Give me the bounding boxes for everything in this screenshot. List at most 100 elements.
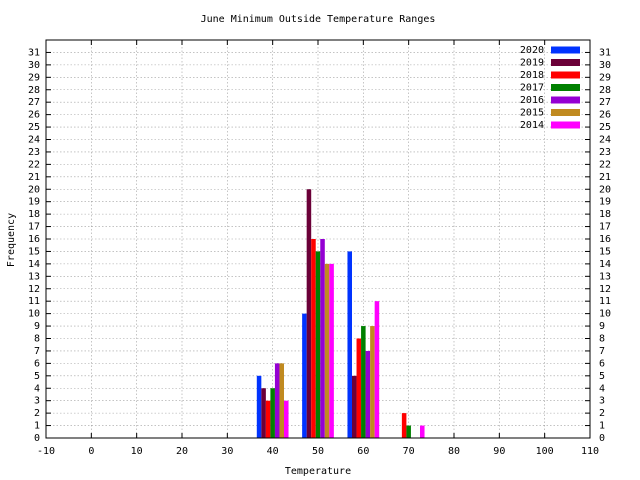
- y-tick-label: 22: [28, 159, 40, 170]
- bar: [265, 400, 271, 438]
- y-tick-label: 17: [28, 222, 40, 233]
- bar: [311, 239, 316, 438]
- y2-tick-label: 4: [599, 383, 605, 394]
- x-tick-label: -10: [37, 446, 55, 457]
- x-tick-label: 80: [448, 446, 460, 457]
- y2-tick-label: 26: [599, 110, 611, 121]
- y2-tick-label: 18: [599, 209, 611, 220]
- y2-tick-label: 8: [599, 334, 605, 345]
- y-tick-label: 23: [28, 147, 40, 158]
- legend-swatch: [551, 96, 580, 104]
- y2-tick-label: 6: [599, 358, 605, 369]
- y2-tick-label: 2: [599, 408, 605, 419]
- y2-tick-label: 11: [599, 296, 611, 307]
- x-tick-label: 50: [312, 446, 324, 457]
- bar: [347, 251, 352, 438]
- y-tick-label: 26: [28, 110, 40, 121]
- y2-tick-label: 9: [599, 321, 605, 332]
- y-tick-label: 16: [28, 234, 40, 245]
- x-tick-label: 110: [581, 446, 599, 457]
- y-tick-label: 7: [34, 346, 40, 357]
- y-tick-label: 0: [34, 433, 40, 444]
- legend-label: 2017: [520, 83, 544, 94]
- y-tick-label: 20: [28, 184, 40, 195]
- bar: [370, 326, 375, 438]
- y2-tick-label: 22: [599, 159, 611, 170]
- bar: [274, 363, 280, 438]
- x-tick-label: 30: [221, 446, 233, 457]
- y2-tick-label: 0: [599, 433, 605, 444]
- y-tick-label: 18: [28, 209, 40, 220]
- bar: [401, 413, 407, 438]
- legend-swatch: [551, 84, 580, 91]
- y2-tick-label: 17: [599, 222, 611, 233]
- legend-label: 2018: [520, 70, 544, 81]
- y-tick-label: 27: [28, 97, 40, 108]
- bar: [356, 338, 362, 438]
- legend-label: 2014: [520, 120, 544, 131]
- y2-tick-label: 16: [599, 234, 611, 245]
- bar: [284, 400, 289, 438]
- legend-swatch: [551, 109, 580, 116]
- y2-tick-label: 5: [599, 371, 605, 382]
- x-tick-label: 90: [493, 446, 505, 457]
- y2-tick-label: 7: [599, 346, 605, 357]
- y-tick-label: 25: [28, 122, 40, 133]
- bar: [270, 388, 275, 438]
- y2-tick-label: 27: [599, 97, 611, 108]
- y2-tick-label: 29: [599, 72, 611, 83]
- legend-label: 2020: [520, 45, 544, 56]
- y-tick-label: 30: [28, 60, 40, 71]
- y-tick-label: 10: [28, 309, 40, 320]
- bar: [361, 326, 366, 438]
- bar: [329, 263, 334, 438]
- y-tick-label: 11: [28, 296, 40, 307]
- y2-tick-label: 12: [599, 284, 611, 295]
- y2-tick-label: 14: [599, 259, 611, 270]
- y-tick-label: 8: [34, 334, 40, 345]
- legend-swatch: [551, 71, 580, 79]
- y2-tick-label: 31: [599, 47, 611, 58]
- bar: [306, 189, 312, 438]
- y2-tick-label: 25: [599, 122, 611, 133]
- y-tick-label: 4: [34, 383, 40, 394]
- y2-tick-label: 20: [599, 184, 611, 195]
- x-tick-label: 70: [403, 446, 415, 457]
- x-axis-label: Temperature: [285, 466, 351, 477]
- legend-label: 2019: [520, 58, 544, 69]
- legend-label: 2016: [520, 95, 544, 106]
- y2-tick-label: 3: [599, 396, 605, 407]
- y2-tick-label: 19: [599, 197, 611, 208]
- y-tick-label: 9: [34, 321, 40, 332]
- y-tick-label: 1: [34, 421, 40, 432]
- y-tick-label: 29: [28, 72, 40, 83]
- chart-title: June Minimum Outside Temperature Ranges: [201, 14, 436, 25]
- bar: [374, 301, 380, 438]
- bar: [315, 251, 321, 438]
- bar: [261, 388, 266, 438]
- y-tick-label: 28: [28, 85, 40, 96]
- y-tick-label: 15: [28, 246, 40, 257]
- y-tick-label: 2: [34, 408, 40, 419]
- y-tick-label: 3: [34, 396, 40, 407]
- y-tick-label: 13: [28, 271, 40, 282]
- bar: [420, 425, 425, 438]
- y-axis-label: Frequency: [6, 213, 17, 267]
- x-tick-label: 20: [176, 446, 188, 457]
- y2-tick-label: 1: [599, 421, 605, 432]
- y2-tick-label: 10: [599, 309, 611, 320]
- x-tick-label: 40: [267, 446, 279, 457]
- bar: [352, 375, 357, 438]
- y2-tick-label: 30: [599, 60, 611, 71]
- bar: [324, 263, 330, 438]
- y2-tick-label: 24: [599, 135, 611, 146]
- y2-tick-label: 23: [599, 147, 611, 158]
- y-tick-label: 14: [28, 259, 40, 270]
- plot-border: [45, 39, 591, 439]
- y-tick-label: 12: [28, 284, 40, 295]
- y-tick-label: 19: [28, 197, 40, 208]
- legend-swatch: [551, 121, 580, 129]
- bar: [279, 363, 284, 438]
- bar: [302, 313, 307, 438]
